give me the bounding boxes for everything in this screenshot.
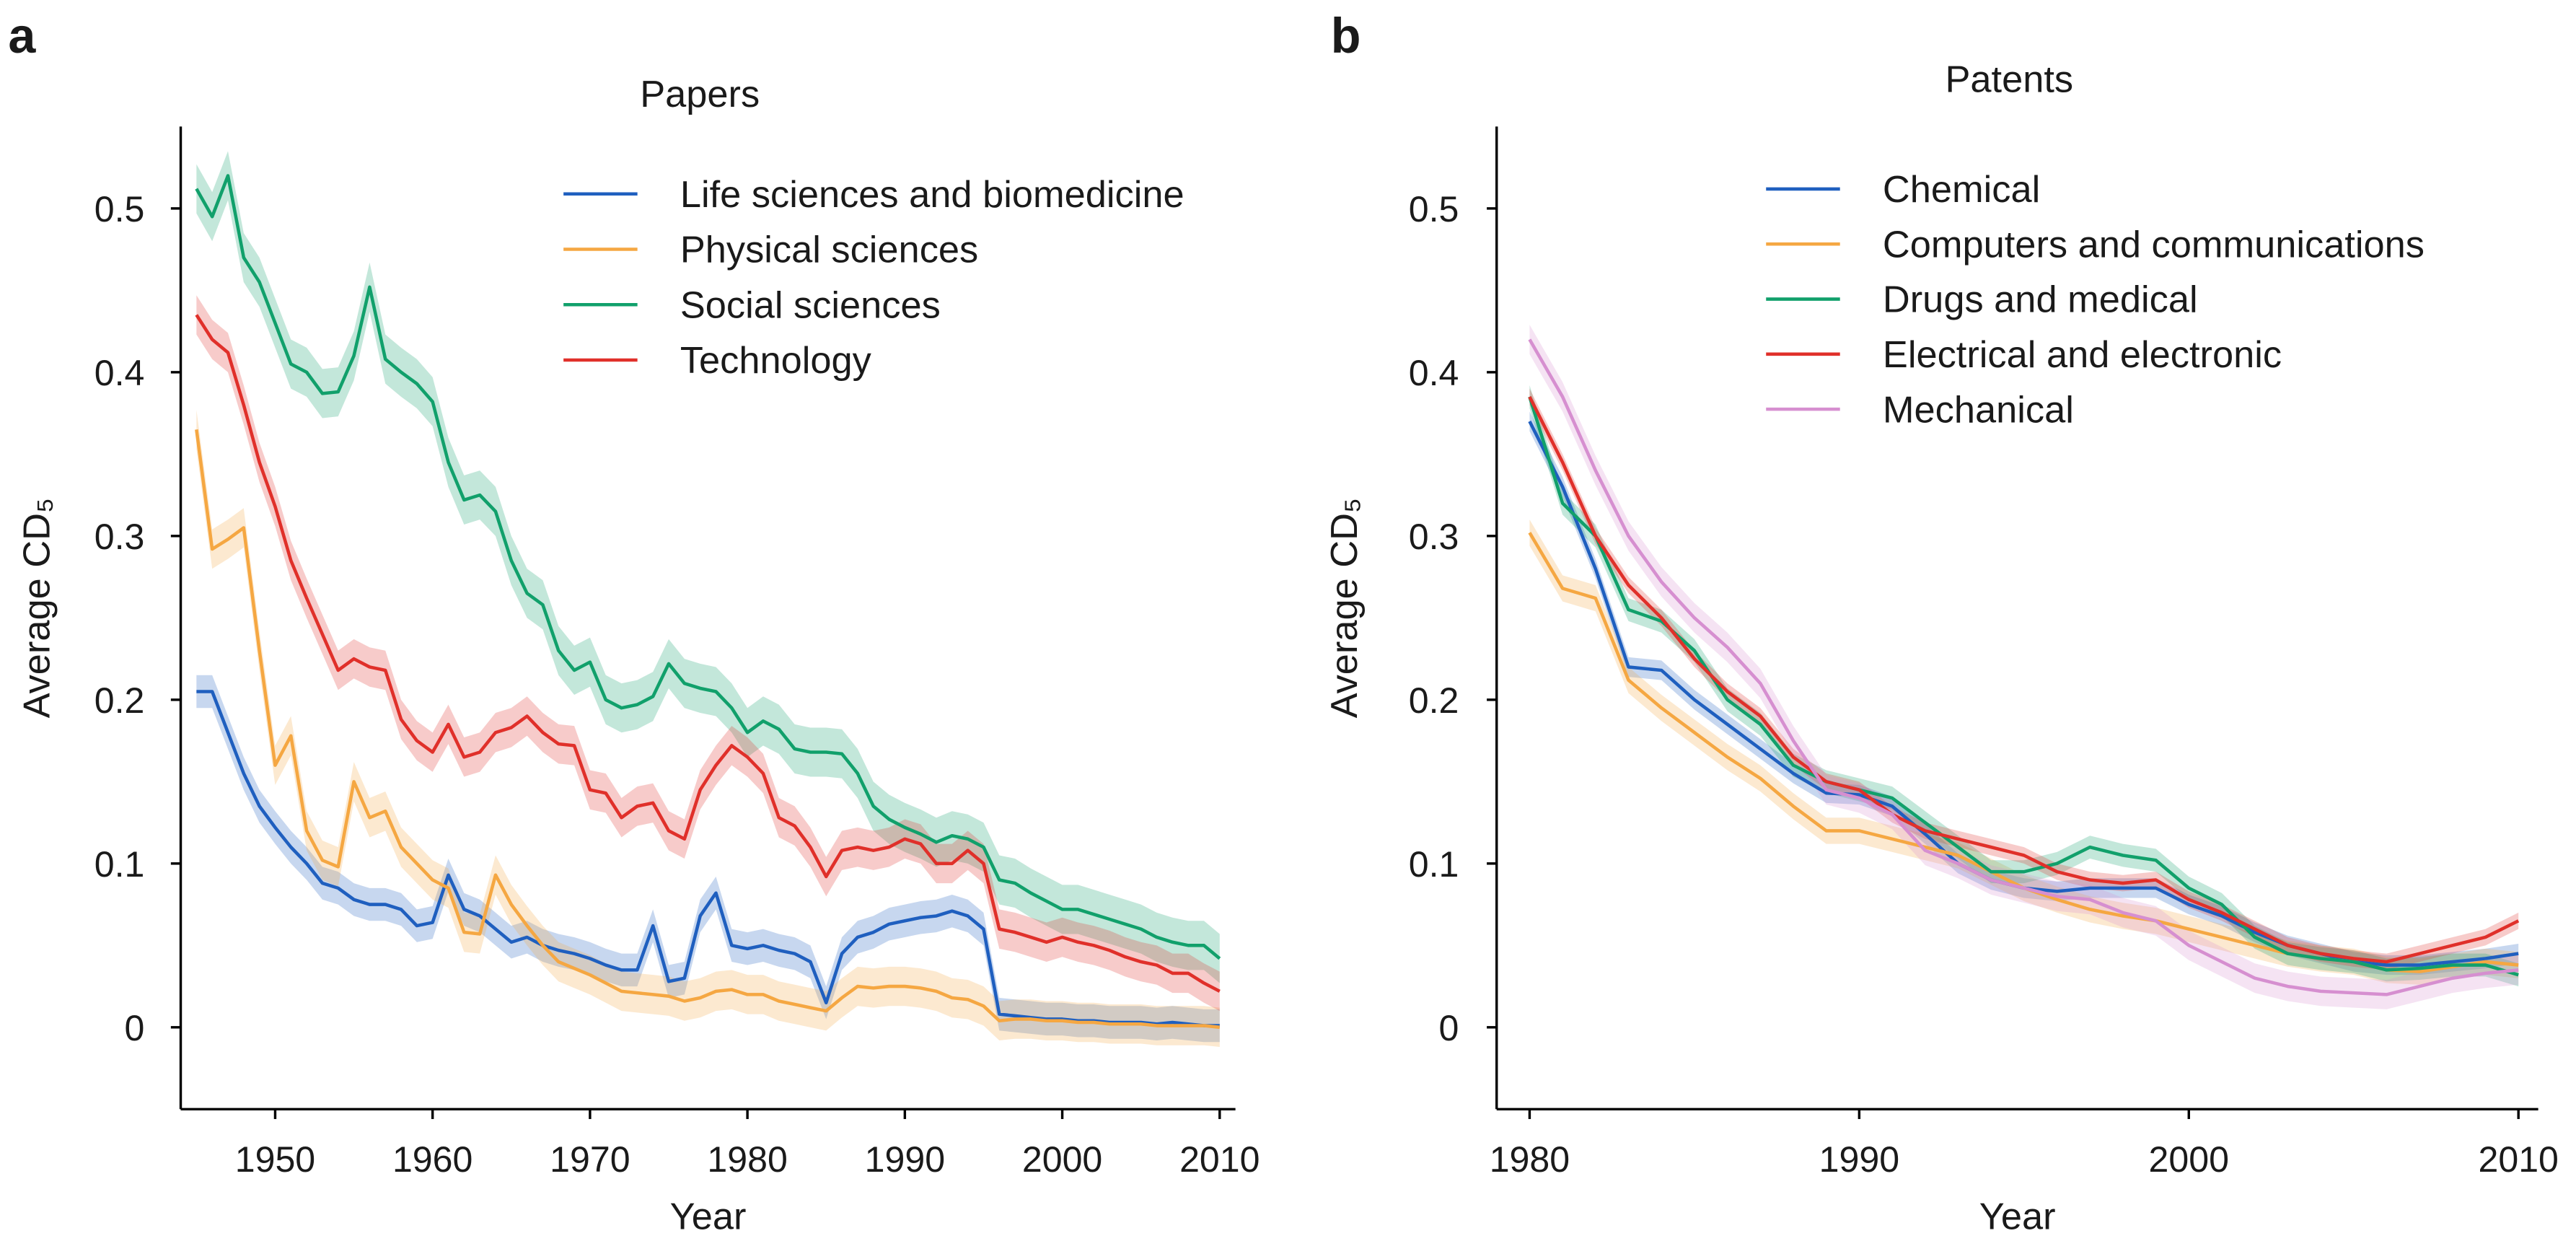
x-tick-label: 2000 <box>2149 1139 2229 1180</box>
series-line <box>195 174 1221 960</box>
x-axis-label: Year <box>1979 1196 2056 1238</box>
legend-label: Chemical <box>1883 169 2040 211</box>
confidence-band <box>196 295 1220 1012</box>
x-tick-label: 1980 <box>707 1139 787 1180</box>
y-tick-label: 0.5 <box>1409 189 1459 229</box>
y-tick-label: 0.4 <box>94 353 145 393</box>
y-tick-label: 0 <box>1438 1008 1459 1048</box>
legend-label: Computers and communications <box>1883 224 2425 266</box>
x-tick-label: 1990 <box>1819 1139 1899 1180</box>
panel-label: a <box>8 9 36 63</box>
legend-label: Electrical and electronic <box>1883 334 2282 376</box>
confidence-band <box>1529 519 2519 985</box>
y-tick-label: 0.3 <box>1409 517 1459 557</box>
panel-title: Papers <box>640 74 760 115</box>
legend-label: Life sciences and biomedicine <box>680 174 1184 216</box>
legend-label: Mechanical <box>1883 389 2074 431</box>
legend-label: Drugs and medical <box>1883 279 2198 321</box>
y-axis-label: Average CD₅ <box>16 498 58 718</box>
panel-title: Patents <box>1945 59 2073 101</box>
series-line <box>195 314 1221 993</box>
x-axis-label: Year <box>670 1196 747 1238</box>
y-tick-label: 0.1 <box>94 844 145 885</box>
legend-label: Physical sciences <box>680 229 978 271</box>
y-tick-label: 0.2 <box>1409 680 1459 721</box>
legend-label: Technology <box>680 340 872 382</box>
panel-label: b <box>1331 9 1361 63</box>
confidence-band <box>1529 385 2519 987</box>
y-axis-label: Average CD₅ <box>1324 498 1366 718</box>
series-line <box>1528 396 2519 977</box>
confidence-band <box>196 151 1220 983</box>
y-tick-label: 0.5 <box>94 189 145 229</box>
y-tick-label: 0.4 <box>1409 353 1459 393</box>
legend-label: Social sciences <box>680 284 941 326</box>
y-tick-label: 0.3 <box>94 517 145 557</box>
series-line <box>195 429 1221 1030</box>
y-tick-label: 0.2 <box>94 680 145 721</box>
y-tick-label: 0.1 <box>1409 844 1459 885</box>
x-tick-label: 1970 <box>550 1139 630 1180</box>
x-tick-label: 1990 <box>865 1139 945 1180</box>
y-tick-label: 0 <box>125 1008 145 1048</box>
x-tick-label: 1960 <box>392 1139 472 1180</box>
series-line <box>1528 338 2519 996</box>
x-tick-label: 2010 <box>1179 1139 1260 1180</box>
x-tick-label: 1950 <box>235 1139 315 1180</box>
confidence-band <box>196 410 1220 1048</box>
x-tick-label: 1980 <box>1490 1139 1570 1180</box>
x-tick-label: 2010 <box>2478 1139 2558 1180</box>
x-tick-label: 2000 <box>1022 1139 1102 1180</box>
series-line <box>1528 395 2520 964</box>
